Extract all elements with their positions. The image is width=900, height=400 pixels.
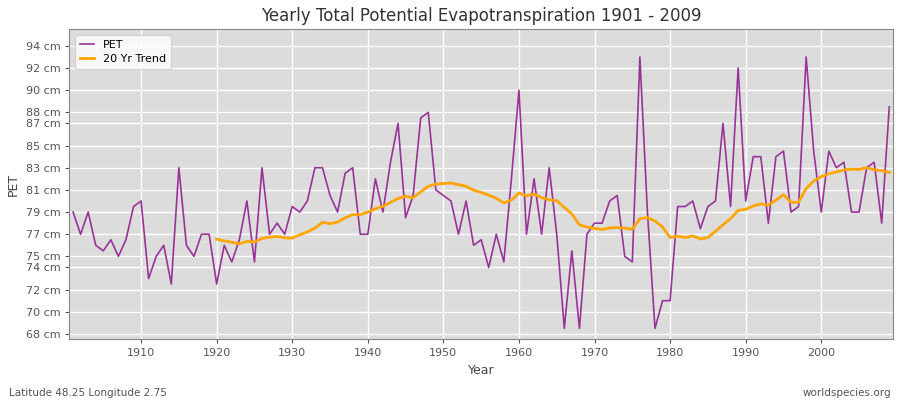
PET [612,193,623,198]
PET [634,54,645,59]
Y-axis label: PET: PET [7,173,20,196]
PET [514,88,525,93]
PET [68,210,78,214]
PET [339,171,350,176]
X-axis label: Year: Year [468,364,494,377]
PET [559,326,570,331]
20 Yr Trend [234,241,245,246]
Text: Latitude 48.25 Longitude 2.75: Latitude 48.25 Longitude 2.75 [9,388,166,398]
20 Yr Trend [884,170,895,175]
Line: 20 Yr Trend: 20 Yr Trend [217,168,889,244]
PET [294,210,305,214]
20 Yr Trend [868,167,879,172]
20 Yr Trend [688,234,698,238]
Text: worldspecies.org: worldspecies.org [803,388,891,398]
20 Yr Trend [778,192,789,197]
20 Yr Trend [423,184,434,189]
20 Yr Trend [212,237,222,242]
Legend: PET, 20 Yr Trend: PET, 20 Yr Trend [75,35,171,70]
20 Yr Trend [310,226,320,230]
Title: Yearly Total Potential Evapotranspiration 1901 - 2009: Yearly Total Potential Evapotranspiratio… [261,7,701,25]
Line: PET: PET [73,57,889,328]
PET [506,176,517,181]
PET [128,204,139,209]
PET [884,104,895,109]
20 Yr Trend [793,200,804,204]
20 Yr Trend [861,165,872,170]
